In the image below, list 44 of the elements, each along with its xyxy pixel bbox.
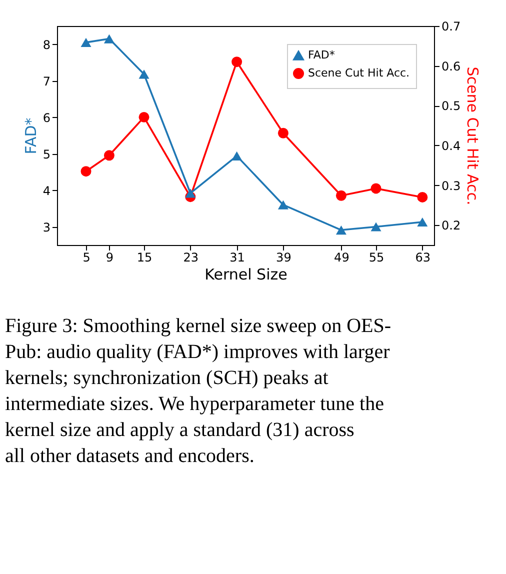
- x-tick-label: 63: [415, 250, 431, 264]
- point: [80, 38, 92, 47]
- x-tick-label: 5: [82, 250, 90, 264]
- y-tick-label: 8: [42, 38, 50, 52]
- y-tick-label: 3: [42, 220, 50, 234]
- point: [138, 112, 150, 122]
- x-tick-label: 55: [368, 250, 384, 264]
- y-tick-label: 7: [42, 74, 50, 88]
- legend-label: FAD*: [308, 48, 336, 62]
- y2-tick-label: 0.3: [442, 178, 461, 193]
- x-tick-label: 49: [334, 250, 350, 264]
- point: [232, 56, 242, 68]
- x-tick-label: 31: [230, 250, 245, 264]
- point: [417, 217, 428, 227]
- x-tick-label: 9: [106, 250, 114, 264]
- point: [370, 222, 382, 232]
- point: [336, 225, 346, 235]
- y2-axis-title: Scene Cut Hit Acc.: [464, 66, 482, 206]
- point: [104, 34, 114, 44]
- point: [80, 166, 92, 177]
- point: [138, 70, 150, 79]
- y2-tick-label: 0.2: [442, 218, 461, 233]
- y2-tick-label: 0.7: [442, 20, 461, 34]
- point: [185, 188, 196, 198]
- y2-tick-label: 0.4: [442, 138, 461, 153]
- y-tick-label: 4: [42, 184, 50, 198]
- caption: Figure 3: Smoothing kernel size sweep on OES-Pub: audio quality (FAD*) improves with larger kernels; synchronization (SCH) peaks at intermediate sizes. We hyperparameter tune the kernel size and apply a standard (31) across all other datasets and encoders.: [5, 315, 392, 467]
- point: [336, 190, 346, 201]
- point: [370, 183, 382, 194]
- y2-tick-label: 0.6: [442, 59, 461, 74]
- point: [278, 128, 288, 138]
- y-tick-label: 6: [42, 110, 50, 125]
- x-tick-label: 39: [276, 250, 292, 264]
- y-axis-title: FAD*: [22, 117, 40, 154]
- x-axis-title: Kernel Size: [204, 266, 288, 284]
- point: [232, 151, 242, 160]
- point: [104, 150, 114, 161]
- point: [278, 200, 288, 210]
- x-tick-label: 23: [183, 250, 199, 264]
- point: [417, 192, 428, 202]
- x-tick-label: 15: [136, 250, 152, 264]
- y-tick-label: 5: [42, 147, 50, 162]
- legend-label: Scene Cut Hit Acc.: [308, 66, 410, 80]
- y2-tick-label: 0.5: [442, 99, 461, 114]
